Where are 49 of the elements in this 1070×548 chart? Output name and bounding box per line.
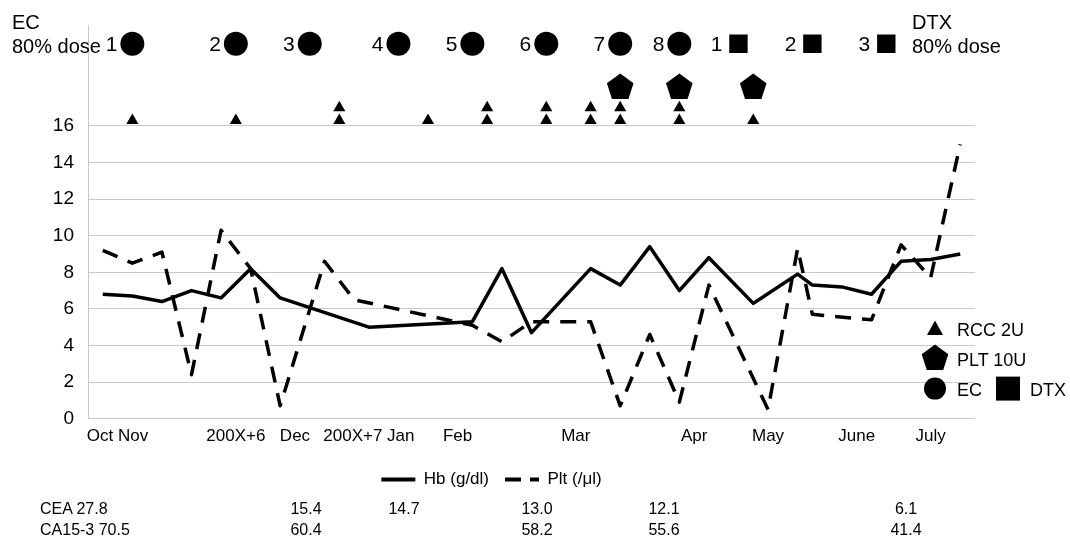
annotation: 5	[445, 31, 458, 56]
text: 6.1	[894, 500, 918, 518]
x-tick-label: 200X+6	[206, 426, 266, 446]
legend-label: Plt (/μl)	[547, 469, 602, 489]
text: 15.4	[290, 500, 322, 518]
annotation: 4	[371, 31, 384, 56]
x-tick-label: Feb	[442, 426, 473, 446]
x-tick-label: Mar	[561, 426, 591, 446]
text: CEA 27.8	[40, 500, 108, 518]
annotation: 2	[209, 31, 221, 56]
y-tick-label: 0	[63, 406, 74, 428]
text: CA15-3 70.5	[40, 521, 130, 539]
y-tick-label: 2	[63, 370, 74, 392]
y-tick-label: 10	[52, 223, 74, 245]
x-tick-label: 200X+7 Jan	[323, 426, 415, 446]
legend-label: DTX	[1030, 379, 1066, 400]
annotation: 3	[858, 31, 871, 56]
x-tick-label: May	[751, 426, 785, 446]
text: 55.6	[648, 521, 680, 539]
annotation: 3	[283, 31, 295, 56]
annotation: 1	[105, 31, 118, 56]
x-tick-label: Apr	[680, 426, 708, 446]
legend-label: RCC 2U	[957, 319, 1025, 340]
legend-label: EC	[957, 379, 983, 400]
y-tick-label: 6	[63, 297, 74, 319]
annotation: EC 80% dose	[12, 10, 101, 58]
x-tick-label: Dec	[279, 426, 311, 446]
text: 58.2	[521, 521, 553, 539]
annotation: 8	[652, 31, 665, 56]
text: 41.4	[890, 521, 922, 539]
annotation: 7	[593, 31, 606, 56]
text: 60.4	[290, 521, 322, 539]
y-tick-label: 16	[52, 114, 74, 136]
text: 13.0	[521, 500, 553, 518]
annotation: 2	[784, 31, 797, 56]
y-tick-label: 8	[63, 260, 74, 282]
text: 12.1	[648, 500, 680, 518]
legend-label: PLT 10U	[957, 349, 1027, 370]
x-tick-label: June	[838, 426, 876, 446]
text: 14.7	[388, 500, 420, 518]
annotation: 6	[519, 31, 532, 56]
x-tick-label: July	[915, 426, 947, 446]
y-tick-label: 14	[52, 150, 75, 172]
legend-label: Hb (g/dl)	[423, 469, 489, 489]
annotation: 1	[710, 31, 723, 56]
y-tick-label: 4	[63, 333, 75, 355]
x-tick-label: Oct Nov	[86, 426, 149, 446]
y-tick-label: 12	[52, 187, 74, 209]
annotation: DTX 80% dose	[912, 10, 1001, 58]
